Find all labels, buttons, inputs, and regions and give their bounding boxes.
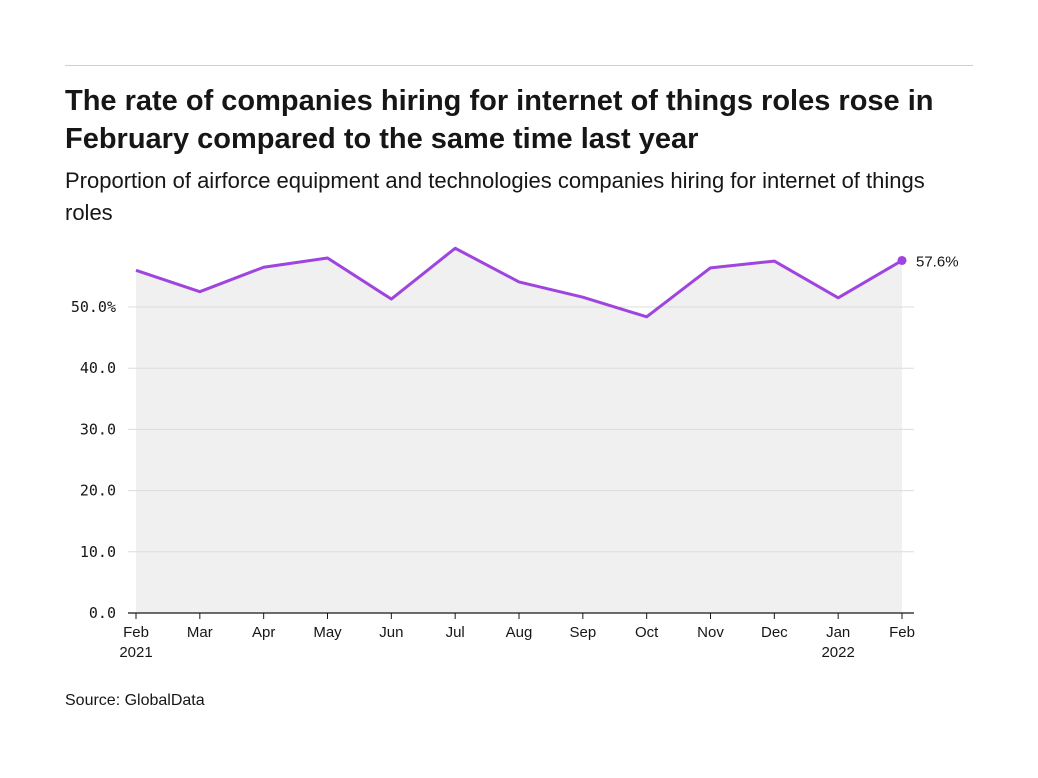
end-value-label: 57.6% — [916, 253, 959, 270]
y-tick-label: 40.0 — [80, 359, 116, 377]
y-tick-label: 50.0% — [71, 298, 116, 316]
y-tick-label: 0.0 — [89, 604, 116, 622]
y-tick-label: 30.0 — [80, 420, 116, 438]
y-tick-label: 20.0 — [80, 482, 116, 500]
x-tick-label: Feb — [889, 624, 915, 641]
x-year-label: 2022 — [821, 644, 854, 661]
x-tick-label: Jun — [379, 624, 403, 641]
x-tick-label: Dec — [761, 624, 788, 641]
y-tick-label: 10.0 — [80, 543, 116, 561]
top-rule — [65, 65, 973, 66]
x-tick-label: Nov — [697, 624, 724, 641]
source-note: Source: GlobalData — [65, 692, 205, 709]
x-year-label: 2021 — [119, 644, 152, 661]
x-tick-label: Apr — [252, 624, 275, 641]
area-fill — [136, 248, 902, 614]
x-tick-label: Sep — [569, 624, 596, 641]
end-point — [897, 255, 907, 265]
x-tick-label: May — [313, 624, 342, 641]
chart-title: The rate of companies hiring for interne… — [65, 85, 934, 155]
x-tick-label: Aug — [506, 624, 533, 641]
chart-subtitle: Proportion of airforce equipment and tec… — [65, 168, 925, 225]
series-line — [135, 246, 903, 319]
x-tick-label: Jan — [826, 624, 850, 641]
x-tick-label: Jul — [446, 624, 465, 641]
x-tick-label: Oct — [635, 624, 659, 641]
x-tick-label: Feb — [123, 624, 149, 641]
x-tick-label: Mar — [187, 624, 213, 641]
